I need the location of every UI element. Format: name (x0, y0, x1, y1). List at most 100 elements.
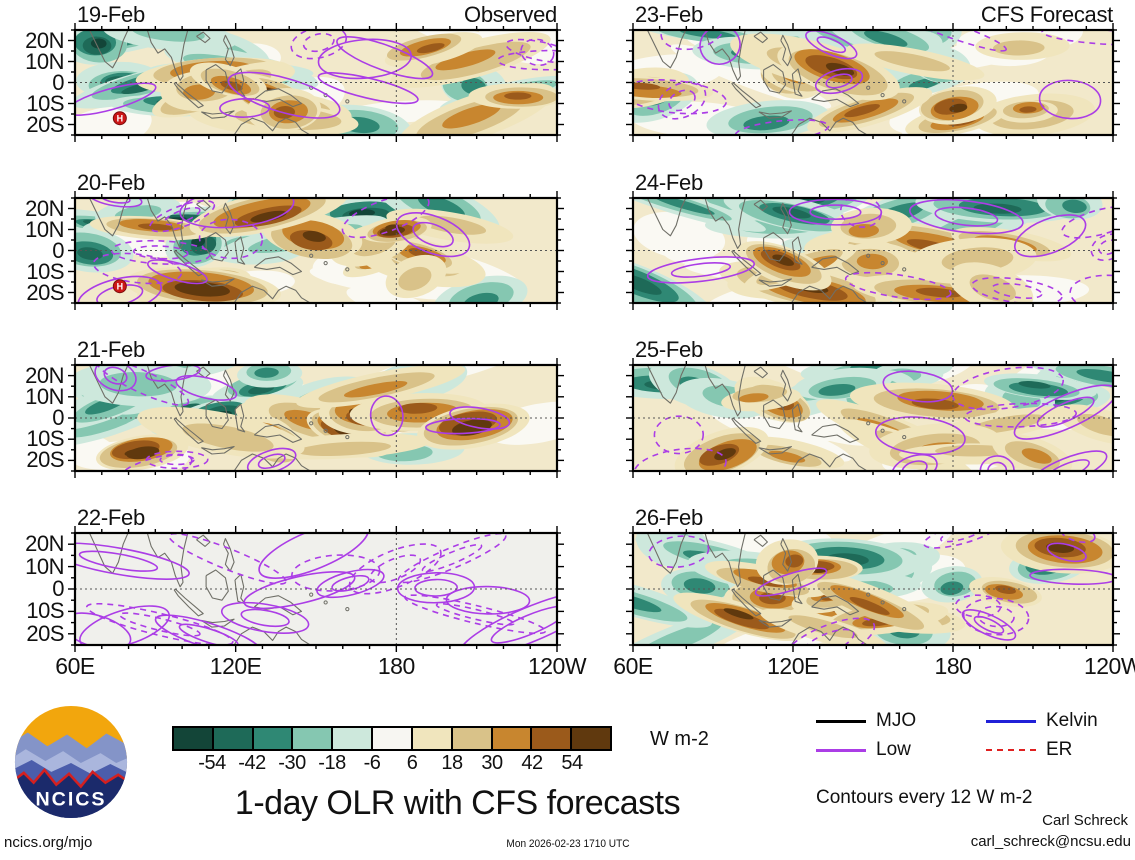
colorbar-tick-labels: -54 -42 -30 -18 -6 6 18 30 42 54 (172, 752, 612, 776)
colorbar-cell (450, 728, 491, 749)
lat-tick-label: 10S (26, 598, 64, 624)
panel-23feb: 23-Feb CFS Forecast (626, 2, 1120, 142)
legend-item-low: Low (816, 739, 911, 761)
mjo-line-swatch (816, 719, 866, 723)
olr-map: H (68, 23, 564, 142)
lat-tick-label: 20S (26, 620, 64, 646)
panel-date: 22-Feb (77, 505, 145, 530)
colorbar-cell (291, 728, 332, 749)
lon-tick-label: 120E (767, 653, 819, 679)
olr-map (68, 358, 564, 478)
olr-map (626, 526, 1120, 652)
lat-tick-label: 20N (25, 531, 64, 557)
low-line-swatch (816, 748, 866, 752)
timestamp: Mon 2026-02-23 1710 UTC (506, 838, 630, 850)
panel-26feb: 26-Feb (626, 505, 1120, 652)
lon-tick-label: 180 (377, 653, 415, 679)
lat-axis: 20N 10N 0 10S 20S (2, 531, 64, 646)
colorbar-tick-value: -6 (363, 752, 381, 774)
svg-text:H: H (117, 281, 124, 291)
lat-tick-label: 10S (26, 258, 64, 284)
colorbar-cell (570, 728, 610, 749)
logo-text: NCICS (36, 788, 107, 810)
lat-axis: 20N 10N 0 10S 20S (2, 362, 64, 473)
colorbar-tick-value: 18 (441, 752, 463, 774)
column-label-forecast: CFS Forecast (980, 2, 1113, 27)
lat-tick-label: 20S (26, 111, 64, 137)
panel-date: 19-Feb (77, 2, 145, 27)
lat-tick-label: 10N (25, 48, 64, 74)
lat-tick-label: 10S (26, 426, 64, 452)
colorbar-tick-value: 54 (561, 752, 583, 774)
lat-axis: 20N 10N 0 10S 20S (2, 27, 64, 137)
er-line-swatch (986, 749, 1036, 751)
legend-label: Low (876, 739, 911, 760)
colorbar-tick-value: 30 (481, 752, 503, 774)
lat-tick-label: 0 (52, 576, 64, 601)
lon-axis-observed: 60E 120E 180 120W (55, 653, 586, 681)
panel-19feb: 19-Feb Observed 20N 10N 0 10S 20S H (25, 2, 564, 142)
legend-item-er: ER (986, 739, 1072, 761)
colorbar-cell (211, 728, 252, 749)
colorbar-cell (371, 728, 411, 749)
lat-tick-label: 0 (52, 237, 64, 263)
olr-map (626, 23, 1120, 142)
svg-text:H: H (117, 113, 124, 123)
colorbar-cell (251, 728, 292, 749)
ncics-logo[interactable]: NCICS (12, 703, 130, 821)
lat-tick-label: 20S (26, 447, 64, 473)
colorbar-units-label: W m-2 (650, 728, 709, 750)
site-url[interactable]: ncics.org/mjo (4, 834, 93, 851)
legend-label: MJO (876, 710, 917, 731)
panel-25feb: 25-Feb (626, 337, 1120, 478)
lon-tick-label: 60E (55, 653, 95, 679)
colorbar-tick-value: 42 (521, 752, 543, 774)
panel-date: 25-Feb (635, 337, 703, 362)
panel-date: 26-Feb (635, 505, 703, 530)
colorbar (172, 726, 612, 751)
olr-map (626, 358, 1120, 478)
olr-map: H (68, 191, 564, 310)
wave-legend: MJO Kelvin Low ER (816, 705, 1135, 765)
author-email[interactable]: carl_schreck@ncsu.edu (970, 833, 1131, 850)
panel-22feb: 22-Feb 20N 10N 0 10S 20S (25, 505, 564, 652)
colorbar-tick-value: -18 (318, 752, 346, 774)
lat-tick-label: 0 (52, 405, 64, 430)
lat-tick-label: 20N (25, 195, 64, 221)
colorbar-cell (174, 728, 212, 749)
lat-tick-label: 10N (25, 216, 64, 242)
panel-date: 21-Feb (77, 337, 145, 362)
panel-date: 23-Feb (635, 2, 703, 27)
panel-20feb: 20-Feb 20N 10N 0 10S 20S H (25, 170, 564, 310)
author-name: Carl Schreck (1042, 812, 1128, 829)
olr-map (626, 191, 1120, 310)
lat-tick-label: 20N (25, 362, 64, 388)
figure-title: 1-day OLR with CFS forecasts (234, 784, 681, 822)
contour-interval-note: Contours every 12 W m-2 (816, 787, 1033, 808)
lon-axis-forecast: 60E 120E 180 120W (613, 653, 1135, 681)
lat-tick-label: 10S (26, 90, 64, 116)
lat-tick-label: 10N (25, 383, 64, 409)
lon-tick-label: 120E (209, 653, 262, 679)
panel-21feb: 21-Feb 20N 10N 0 10S 20S (25, 337, 564, 478)
colorbar-cell (490, 728, 531, 749)
colorbar-tick-value: -54 (198, 752, 226, 774)
legend-item-kelvin: Kelvin (986, 710, 1098, 732)
legend-item-mjo: MJO (816, 710, 916, 732)
colorbar-tick-value: -30 (278, 752, 306, 774)
lon-tick-label: 120W (527, 653, 587, 679)
legend-label: ER (1046, 739, 1073, 760)
legend-label: Kelvin (1046, 710, 1098, 731)
colorbar-cell (530, 728, 571, 749)
colorbar-cell (331, 728, 372, 749)
colorbar-tick-value: 6 (406, 752, 418, 774)
lat-axis: 20N 10N 0 10S 20S (2, 195, 64, 305)
lon-tick-label: 120W (1083, 653, 1135, 679)
lat-tick-label: 0 (52, 69, 64, 95)
panel-date: 20-Feb (77, 170, 145, 195)
panel-date: 24-Feb (635, 170, 703, 195)
olr-map (68, 526, 564, 652)
colorbar-tick-value: -42 (238, 752, 266, 774)
lat-tick-label: 20N (25, 27, 64, 53)
lon-tick-label: 180 (934, 653, 972, 679)
